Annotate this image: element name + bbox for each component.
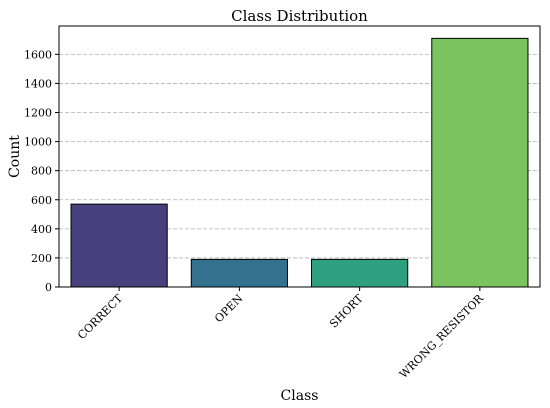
y-tick-label: 400 xyxy=(31,223,52,236)
x-tick-label: WRONG_RESISTOR xyxy=(397,291,487,381)
y-tick-label: 1200 xyxy=(24,107,52,120)
y-axis-ticks: 0 200 400 600 800 1000 1200 1400 1600 xyxy=(24,48,59,294)
bar-short xyxy=(311,258,409,288)
y-tick-label: 0 xyxy=(45,281,52,294)
plot-frame xyxy=(58,25,541,288)
y-tick-label: 1600 xyxy=(24,48,52,61)
x-axis-ticks: CORRECT OPEN SHORT WRONG_RESISTOR xyxy=(75,287,486,381)
bar-correct xyxy=(70,203,168,288)
bar-open xyxy=(190,258,288,288)
bar-wrong-resistor xyxy=(431,37,529,288)
x-tick-label: CORRECT xyxy=(75,291,126,342)
y-tick-label: 200 xyxy=(31,252,52,265)
x-axis-label: Class xyxy=(281,388,319,404)
y-tick-label: 1000 xyxy=(24,136,52,149)
bars xyxy=(70,37,529,288)
chart-title: Class Distribution xyxy=(231,7,368,25)
y-tick-label: 1400 xyxy=(24,77,52,90)
y-tick-label: 800 xyxy=(31,165,52,178)
x-tick-label: SHORT xyxy=(327,291,366,330)
y-axis-label: Count xyxy=(7,135,23,178)
y-tick-label: 600 xyxy=(31,194,52,207)
x-tick-label: OPEN xyxy=(212,292,246,326)
